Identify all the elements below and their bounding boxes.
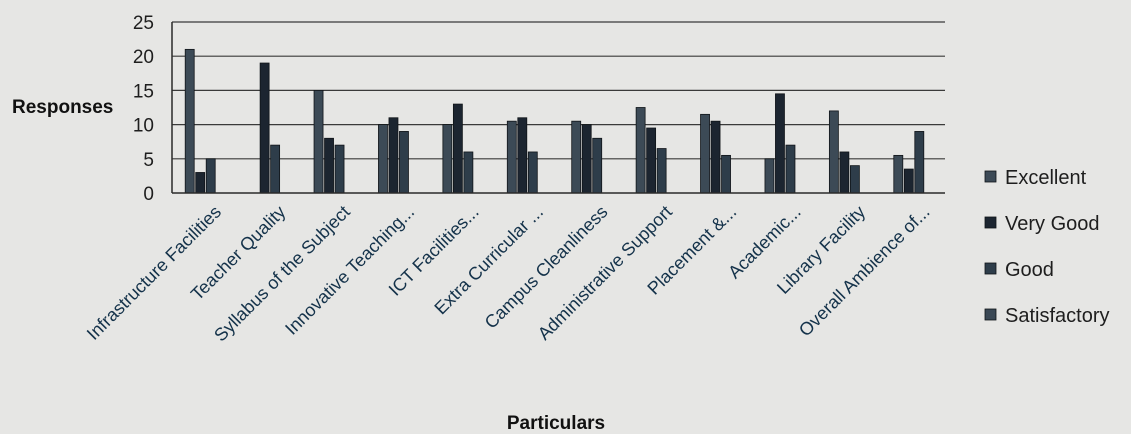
y-tick-label: 15 bbox=[133, 81, 154, 102]
bar-very-good bbox=[710, 120, 721, 194]
bar-good bbox=[785, 144, 796, 194]
y-tick-label: 20 bbox=[133, 47, 154, 68]
bar-excellent bbox=[184, 48, 195, 194]
bar-good bbox=[914, 131, 925, 194]
gridlines bbox=[172, 21, 945, 160]
y-tick-label: 25 bbox=[133, 13, 154, 34]
bar-good bbox=[849, 165, 860, 194]
y-tick-labels: 0 5 10 15 20 25 bbox=[133, 13, 154, 205]
legend-swatch bbox=[984, 216, 997, 229]
bar-excellent bbox=[635, 107, 646, 194]
bar-excellent bbox=[828, 110, 839, 194]
x-axis-title: Particulars bbox=[507, 413, 605, 434]
bar-good bbox=[592, 137, 603, 194]
bar-very-good bbox=[452, 103, 463, 194]
y-tick-label: 10 bbox=[133, 116, 154, 137]
bar-excellent bbox=[378, 124, 388, 194]
bar-very-good bbox=[903, 168, 914, 194]
legend-label: Excellent bbox=[1005, 167, 1087, 189]
bar-excellent bbox=[893, 154, 904, 194]
bar-excellent bbox=[571, 120, 582, 194]
bar-very-good bbox=[646, 127, 657, 194]
legend-swatch bbox=[984, 262, 997, 275]
bar-excellent bbox=[506, 120, 517, 194]
bar-very-good bbox=[388, 117, 399, 194]
bar-good bbox=[270, 144, 281, 194]
x-tick-label: Campus Cleanliness bbox=[481, 202, 612, 333]
x-tick-label: Innovative Teaching... bbox=[281, 202, 418, 339]
bar-excellent bbox=[442, 124, 453, 194]
legend-label: Very Good bbox=[1005, 213, 1100, 235]
bar-good bbox=[527, 151, 538, 194]
bar-very-good bbox=[259, 62, 270, 194]
legend-label: Good bbox=[1005, 259, 1054, 281]
bar-very-good bbox=[324, 137, 334, 194]
bar-good bbox=[463, 151, 474, 194]
legend: Excellent Very Good Good Satisfactory bbox=[984, 167, 1109, 327]
bar-very-good bbox=[195, 172, 206, 194]
legend-label: Satisfactory bbox=[1005, 305, 1109, 327]
legend-swatch bbox=[984, 308, 997, 321]
bar-good bbox=[656, 148, 667, 194]
y-tick-label: 0 bbox=[143, 184, 154, 205]
bar-very-good bbox=[775, 93, 785, 194]
bar-excellent bbox=[700, 113, 710, 194]
y-axis-title: Responses bbox=[12, 97, 113, 118]
bar-good bbox=[205, 158, 216, 194]
bar-very-good bbox=[517, 117, 528, 194]
bar-good bbox=[334, 144, 345, 194]
bars bbox=[184, 48, 925, 194]
bar-good bbox=[721, 154, 731, 194]
x-tick-label: Overall Ambience of... bbox=[795, 202, 934, 341]
bar-excellent bbox=[313, 90, 324, 194]
y-tick-label: 5 bbox=[143, 150, 154, 171]
x-tick-label: Extra Curricular ... bbox=[430, 202, 547, 319]
bar-very-good bbox=[581, 124, 592, 194]
legend-swatch bbox=[984, 170, 997, 183]
bar-good bbox=[399, 131, 409, 194]
bar-excellent bbox=[764, 158, 775, 194]
bar-very-good bbox=[839, 151, 850, 194]
